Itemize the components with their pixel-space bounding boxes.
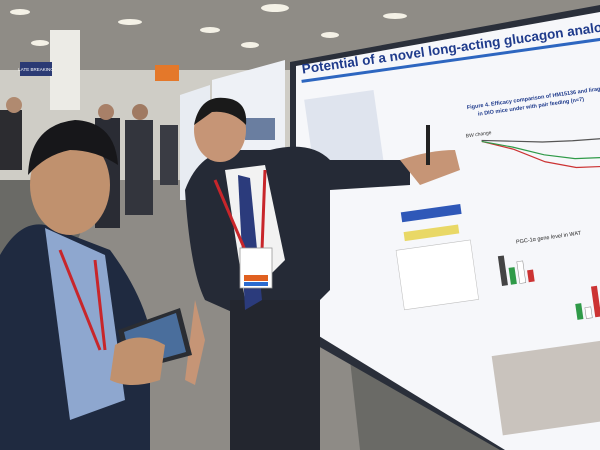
light	[10, 9, 30, 15]
person-head	[6, 97, 22, 113]
hand	[185, 300, 205, 385]
lanyard	[213, 169, 267, 251]
hair	[194, 97, 247, 125]
light	[118, 19, 142, 25]
attendee	[0, 120, 192, 450]
hand	[400, 150, 460, 185]
pillar	[50, 30, 80, 110]
poster-bar	[575, 303, 584, 320]
badge-stripe	[244, 275, 268, 281]
light	[321, 32, 339, 38]
poster-banner	[400, 204, 462, 223]
poster-bar	[508, 267, 517, 285]
poster-bar	[590, 285, 600, 318]
sign-text: LATE BREAKING	[18, 67, 54, 72]
lanyard	[58, 249, 107, 351]
poster-figure	[245, 118, 275, 140]
orange-sign	[155, 65, 179, 81]
person-head	[98, 104, 114, 120]
hand	[110, 337, 165, 385]
sign-board	[20, 62, 52, 76]
chart-label: BW change	[465, 130, 492, 140]
light	[31, 40, 49, 46]
trousers	[230, 300, 320, 450]
hair	[28, 120, 118, 175]
light	[200, 27, 220, 33]
poster-line	[481, 140, 600, 160]
light	[241, 42, 259, 48]
histology-image	[491, 339, 600, 436]
poster-line	[481, 137, 600, 143]
person-head	[132, 104, 148, 120]
poster-banner	[403, 224, 460, 242]
badge-stripe	[244, 282, 268, 286]
pen	[426, 125, 430, 165]
poster-bar	[497, 255, 508, 286]
poster-chart	[395, 239, 479, 311]
attendee-head	[30, 135, 110, 235]
light	[261, 4, 289, 12]
poster-bars	[497, 255, 600, 320]
presenter	[185, 97, 460, 450]
poster-bar	[527, 269, 535, 283]
poster-bar	[584, 306, 593, 319]
name-badge	[239, 247, 273, 289]
light	[383, 13, 407, 19]
poster-line	[481, 140, 600, 169]
person	[160, 125, 178, 185]
person	[0, 110, 22, 170]
shirt	[45, 228, 125, 420]
ceiling-lights	[10, 4, 407, 48]
poster-bar	[516, 260, 527, 284]
person	[125, 120, 153, 215]
title-rule	[301, 36, 600, 83]
